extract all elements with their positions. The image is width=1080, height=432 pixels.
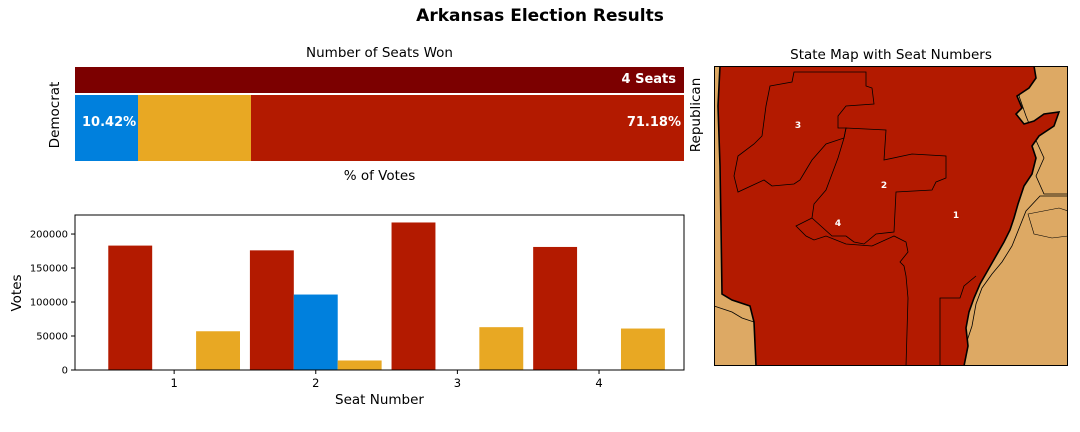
arkansas-district-map: 3 2 4 1 [714, 66, 1068, 366]
votes-ylabel: Votes [9, 274, 25, 312]
votes-bar [533, 246, 578, 370]
democrat-vote-segment [75, 95, 139, 161]
mississippi-county-line [1027, 207, 1068, 239]
map-frame [714, 66, 1068, 366]
y-tick-label: 200000 [30, 230, 68, 241]
votes-bar [391, 222, 436, 370]
plot-frame [74, 214, 685, 371]
democrat-side-label: Democrat [47, 81, 63, 149]
vote-share-xlabel: % of Votes [343, 168, 416, 184]
votes-bar [293, 294, 338, 370]
district-1-south-boundary [939, 275, 977, 366]
district-1-label: 1 [953, 211, 959, 221]
map-title: State Map with Seat Numbers [790, 47, 992, 63]
figure-title: Arkansas Election Results [416, 6, 664, 26]
votes-bar [196, 331, 240, 370]
seats-chart-title: Number of Seats Won [306, 45, 453, 61]
republican-vote-share-label: 71.18% [626, 115, 681, 130]
y-tick-label: 50000 [36, 332, 68, 343]
republican-side-label: Republican [688, 77, 704, 153]
x-tick-label: 2 [312, 376, 319, 390]
votes-bar [620, 328, 665, 370]
vote-share-bar: 10.42% 71.18% [75, 95, 684, 161]
votes-bar-chart: 1 2 3 4 0 50000 100000 150000 200000 [30, 214, 685, 390]
district-2-boundary [811, 127, 947, 245]
district-3-label: 3 [795, 121, 801, 131]
republican-vote-segment [250, 95, 684, 161]
district-4-boundary [795, 217, 909, 366]
district-4-label: 4 [835, 219, 841, 229]
other-vote-segment [138, 95, 251, 161]
arkansas-state-outline [717, 66, 1061, 366]
y-tick-label: 0 [62, 366, 68, 377]
district-2-label: 2 [881, 181, 887, 191]
mississippi-region [963, 195, 1068, 366]
district-3-boundary [733, 71, 875, 193]
votes-bar [479, 327, 524, 370]
votes-bar [249, 250, 294, 370]
seat-count-bar: 4 Seats [75, 67, 684, 93]
y-tick-label: 150000 [30, 264, 68, 275]
seat-count-label: 4 Seats [621, 72, 676, 87]
votes-bar [337, 360, 382, 370]
x-tick-label: 4 [595, 376, 602, 390]
x-tick-label: 1 [170, 376, 177, 390]
votes-xlabel: Seat Number [335, 392, 424, 408]
y-tick-label: 100000 [30, 298, 68, 309]
democrat-vote-share-label: 10.42% [82, 115, 137, 130]
votes-bar [108, 245, 153, 370]
x-tick-label: 3 [454, 376, 461, 390]
